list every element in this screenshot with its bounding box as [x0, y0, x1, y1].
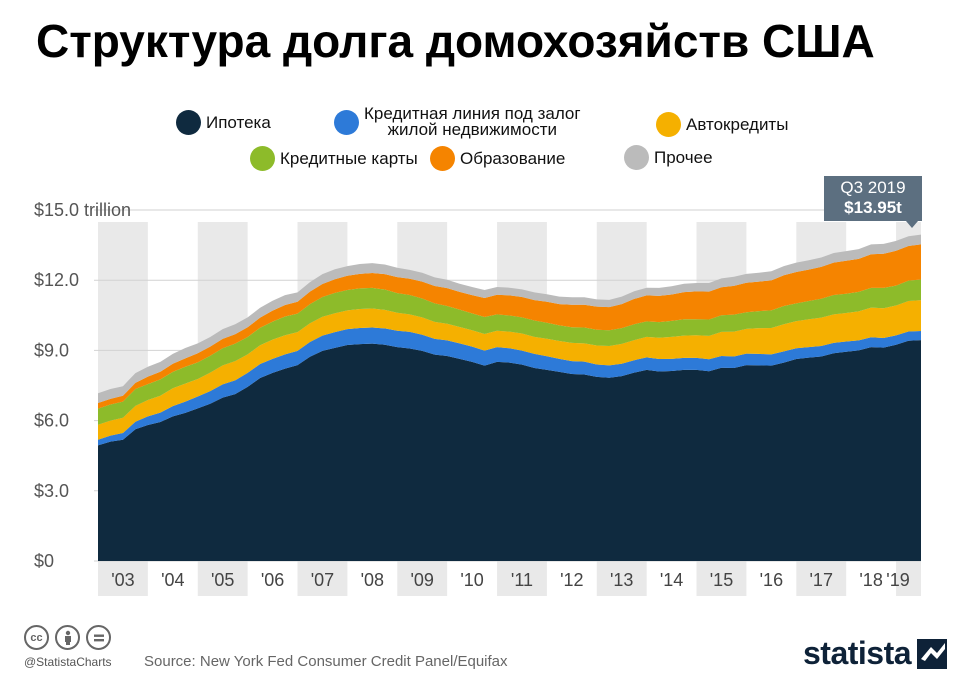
- legend-item-student: Образование: [430, 146, 565, 171]
- x-tick-label: '19: [886, 570, 909, 590]
- license-icons: cc: [24, 625, 111, 650]
- source-note: Source: New York Fed Consumer Credit Pan…: [144, 653, 508, 670]
- x-tick-label: '14: [660, 570, 683, 590]
- x-tick-label: '17: [810, 570, 833, 590]
- legend-dot-icon: [334, 109, 359, 135]
- legend-label: Кредитная линия под залог жилой недвижим…: [364, 104, 581, 139]
- legend-dot-icon: [430, 146, 455, 171]
- legend-label: Ипотека: [206, 112, 271, 132]
- x-tick-label: '10: [460, 570, 483, 590]
- x-tick-label: '13: [610, 570, 633, 590]
- x-tick-label: '11: [511, 570, 533, 590]
- legend-item-other: Прочее: [624, 145, 713, 170]
- area-series: [98, 327, 921, 446]
- x-tick-label: '04: [161, 570, 184, 590]
- x-tick-label: '09: [410, 570, 433, 590]
- legend-label: Образование: [460, 148, 566, 168]
- legend-dot-icon: [176, 110, 201, 135]
- cc-icon[interactable]: cc: [24, 625, 49, 650]
- legend-dot-icon: [250, 146, 275, 171]
- by-icon[interactable]: [55, 625, 80, 650]
- area-series: [98, 300, 921, 440]
- y-tick-label: $12.0: [34, 270, 79, 290]
- x-tick-label: '03: [111, 570, 134, 590]
- y-tick-label: $3.0: [34, 481, 69, 501]
- value-callout: Q3 2019 $13.95t: [824, 176, 922, 221]
- callout-period: Q3 2019: [840, 178, 906, 197]
- brand-logo[interactable]: statista: [803, 635, 948, 672]
- brand-name: statista: [803, 635, 912, 671]
- legend-label: Автокредиты: [686, 114, 789, 134]
- x-tick-label: '16: [760, 570, 783, 590]
- callout-value: $13.95t: [844, 198, 902, 217]
- social-handle[interactable]: @StatistaCharts: [24, 655, 112, 669]
- y-tick-label: $15.0 trillion: [34, 200, 131, 220]
- x-tick-label: '15: [710, 570, 733, 590]
- legend-item-mortgage: Ипотека: [176, 110, 271, 135]
- legend-dot-icon: [624, 145, 649, 170]
- y-tick-label: $6.0: [34, 411, 69, 431]
- x-tick-label: '12: [560, 570, 583, 590]
- x-tick-label: '05: [211, 570, 234, 590]
- legend-label: Прочее: [654, 147, 713, 167]
- x-tick-label: '06: [261, 570, 284, 590]
- legend-item-auto: Автокредиты: [656, 112, 788, 137]
- nd-icon[interactable]: [86, 625, 111, 650]
- x-tick-label: '18: [859, 570, 882, 590]
- area-series: [98, 279, 921, 425]
- legend-dot-icon: [656, 112, 681, 137]
- statista-mark-icon: [917, 638, 948, 669]
- area-series: [98, 340, 921, 561]
- y-tick-label: $0: [34, 551, 54, 571]
- person-icon: [64, 630, 71, 645]
- legend-item-credit-card: Кредитные карты: [250, 146, 418, 171]
- legend-item-heloc: Кредитная линия под залог жилой недвижим…: [334, 104, 581, 139]
- x-tick-label: '07: [311, 570, 334, 590]
- legend-label: Кредитные карты: [280, 148, 418, 168]
- equals-icon: [93, 634, 104, 641]
- chart-title: Структура долга домохозяйств США: [36, 15, 875, 67]
- y-tick-label: $9.0: [34, 340, 69, 360]
- x-tick-label: '08: [361, 570, 384, 590]
- callout-pointer: [906, 221, 918, 228]
